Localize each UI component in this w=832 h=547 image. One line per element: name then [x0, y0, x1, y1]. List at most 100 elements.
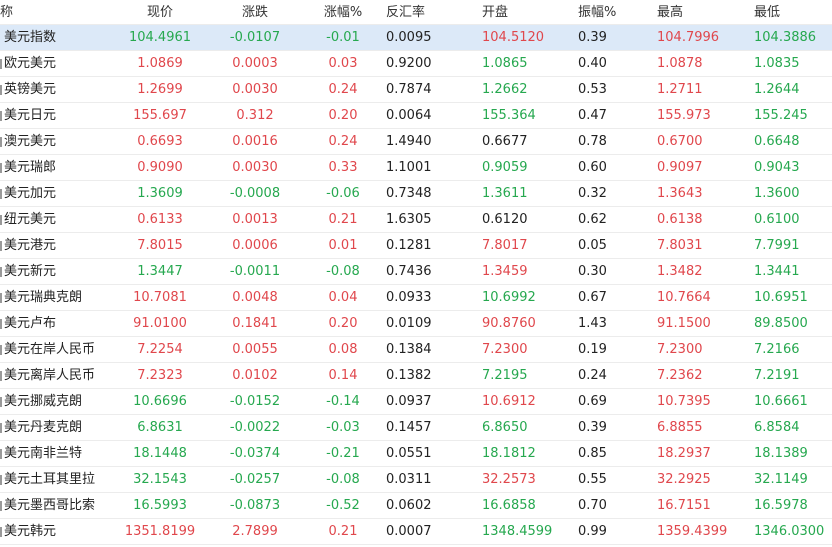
cell: 0.39 [578, 420, 607, 435]
cell: 6.8650 [482, 420, 528, 435]
cell: 155.364 [482, 108, 536, 123]
cell: 0.55 [578, 472, 607, 487]
cell: 0.312 [236, 108, 274, 123]
table-row[interactable]: 美元港元 7.8015 0.0006 0.01 0.1281 7.8017 0.05 7.80… [0, 233, 832, 259]
cell: -0.0374 [229, 446, 281, 461]
cell: 6.8631 [137, 420, 183, 435]
table-row[interactable]: 欧元美元 1.0869 0.0003 0.03 0.9200 1.0865 0.40 1.08… [0, 51, 832, 77]
cell: 7.2323 [137, 368, 183, 383]
cell: 0.0030 [232, 160, 278, 175]
cell: 104.4961 [128, 30, 192, 45]
cell: 90.8760 [482, 316, 536, 331]
cell: 0.30 [578, 264, 607, 279]
cell: 0.47 [578, 108, 607, 123]
cell: 美元日元 [4, 108, 57, 123]
cell: 0.62 [578, 212, 607, 227]
cell: 1.0835 [754, 56, 800, 71]
cell: 1.3643 [657, 186, 703, 201]
cell: 7.2191 [754, 368, 800, 383]
table-row[interactable]: 美元挪威克朗 10.6696 -0.0152 -0.14 0.0937 10.6912 0.… [0, 389, 832, 415]
cell: 104.7996 [657, 30, 720, 45]
cell: 1.1001 [386, 160, 432, 175]
cell: 1.2711 [657, 82, 703, 97]
cell: -0.0011 [229, 264, 281, 279]
cell: 6.8584 [754, 420, 800, 435]
cell: 1.3600 [754, 186, 800, 201]
cell: 1.3611 [482, 186, 528, 201]
cell: 91.1500 [657, 316, 711, 331]
cell: 10.7081 [133, 290, 187, 305]
cell: 2.7899 [232, 524, 278, 539]
table-row[interactable]: 美元南非兰特 18.1448 -0.0374 -0.21 0.0551 18.1812 0.… [0, 441, 832, 467]
cell: 0.1457 [386, 420, 432, 435]
table-row[interactable]: 澳元美元 0.6693 0.0016 0.24 1.4940 0.6677 0.78 0.67… [0, 129, 832, 155]
cell: 0.0064 [386, 108, 432, 123]
cell: 0.20 [328, 108, 358, 123]
table-row[interactable]: 纽元美元 0.6133 0.0013 0.21 1.6305 0.6120 0.62 0.61… [0, 207, 832, 233]
table-row[interactable]: 英镑美元 1.2699 0.0030 0.24 0.7874 1.2662 0.53 1.27… [0, 77, 832, 103]
cell: 美元土耳其里拉 [4, 472, 96, 487]
table-row[interactable]: 美元离岸人民币 7.2323 0.0102 0.14 0.1382 7.2195 0.24 7… [0, 363, 832, 389]
table-row[interactable]: 美元卢布 91.0100 0.1841 0.20 0.0109 90.8760 1.43 91… [0, 311, 832, 337]
row-icon [0, 345, 2, 355]
cell: 0.69 [578, 394, 607, 409]
cell: 0.40 [578, 56, 607, 71]
cell: 0.85 [578, 446, 607, 461]
cell: 1.3447 [137, 264, 183, 279]
cell: 0.6648 [754, 134, 800, 149]
row-icon [0, 319, 2, 329]
cell: 0.32 [578, 186, 607, 201]
cell: 美元韩元 [4, 524, 57, 539]
cell: 0.14 [328, 368, 358, 383]
cell: 7.8017 [482, 238, 528, 253]
cell: 0.70 [578, 498, 607, 513]
table-row[interactable]: 美元韩元 1351.8199 2.7899 0.21 0.0007 1348.4599 0.… [0, 519, 832, 545]
table-row[interactable]: 美元土耳其里拉 32.1543 -0.0257 -0.08 0.0311 32.2573 0… [0, 467, 832, 493]
cell: 欧元美元 [4, 56, 57, 71]
cell: 1.2699 [137, 82, 183, 97]
cell: 0.03 [328, 56, 358, 71]
cell: -0.0257 [229, 472, 281, 487]
table-row[interactable]: 美元瑞典克朗 10.7081 0.0048 0.04 0.0933 10.6992 0.67… [0, 285, 832, 311]
cell: 0.0551 [386, 446, 432, 461]
cell: 美元指数 [4, 30, 57, 45]
cell: 16.6858 [482, 498, 536, 513]
table-row[interactable]: 美元加元 1.3609 -0.0008 -0.06 0.7348 1.3611 0.32 1.… [0, 181, 832, 207]
cell: 开盘 [482, 5, 509, 20]
table-row[interactable]: 美元日元 155.697 0.312 0.20 0.0064 155.364 0.47 155… [0, 103, 832, 129]
cell: 1.3609 [137, 186, 183, 201]
cell: -0.0008 [229, 186, 281, 201]
row-icon [0, 423, 2, 433]
cell: 1351.8199 [124, 524, 196, 539]
table-row[interactable]: 美元新元 1.3447 -0.0011 -0.08 0.7436 1.3459 0.30 1.… [0, 259, 832, 285]
cell: 10.6661 [754, 394, 808, 409]
cell: 16.7151 [657, 498, 711, 513]
cell: 10.6951 [754, 290, 808, 305]
cell: 18.1389 [754, 446, 808, 461]
table-row[interactable]: 美元瑞郎 0.9090 0.0030 0.33 1.1001 0.9059 0.60 0.90… [0, 155, 832, 181]
cell: 0.9200 [386, 56, 432, 71]
cell: 0.0003 [232, 56, 278, 71]
cell: 美元丹麦克朗 [4, 420, 83, 435]
cell: 美元离岸人民币 [4, 368, 96, 383]
cell: 18.1448 [133, 446, 187, 461]
table-row[interactable]: 美元墨西哥比索 16.5993 -0.0873 -0.52 0.0602 16.6858 0… [0, 493, 832, 519]
cell: 0.6138 [657, 212, 703, 227]
cell: 0.01 [328, 238, 358, 253]
table-row[interactable]: 美元指数 104.4961 -0.0107 -0.01 0.0095 104.5120 0.… [0, 25, 832, 51]
cell: 1.6305 [386, 212, 432, 227]
table-row[interactable]: 美元在岸人民币 7.2254 0.0055 0.08 0.1384 7.2300 0.19 7… [0, 337, 832, 363]
cell: 0.60 [578, 160, 607, 175]
cell: 0.9090 [137, 160, 183, 175]
cell: 美元墨西哥比索 [4, 498, 96, 513]
cell: 纽元美元 [4, 212, 57, 227]
cell: -0.0873 [229, 498, 281, 513]
cell: 0.04 [328, 290, 358, 305]
cell: 7.7991 [754, 238, 800, 253]
cell: -0.52 [326, 498, 360, 513]
cell: 7.2166 [754, 342, 800, 357]
cell: 0.05 [578, 238, 607, 253]
table-row[interactable]: 美元丹麦克朗 6.8631 -0.0022 -0.03 0.1457 6.8650 0.39… [0, 415, 832, 441]
cell: 91.0100 [133, 316, 187, 331]
cell: -0.0152 [229, 394, 281, 409]
